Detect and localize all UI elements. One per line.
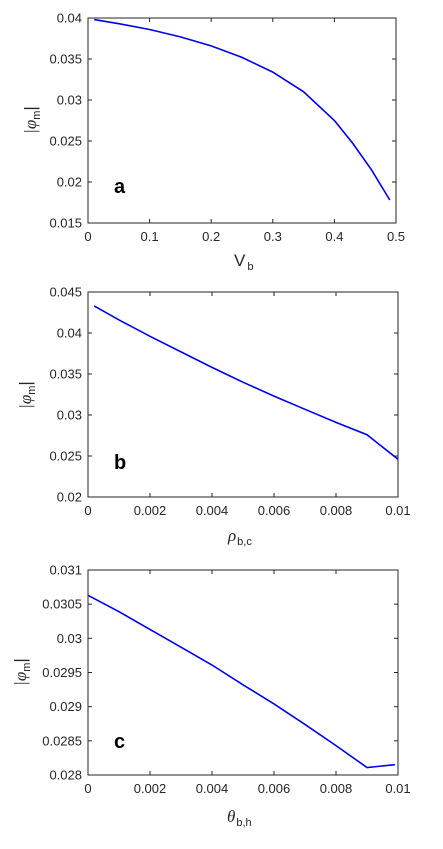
panel-c-x-tick-label: 0 (84, 781, 91, 796)
panel-c-ticks: 0 0.002 0.004 0.006 0.008 0.01 0.028 0.0285 0.02… (42, 563, 410, 797)
panel-b-x-tick-label: 0 (84, 503, 91, 518)
panel-b-x-tick-label: 0.004 (196, 503, 229, 518)
panel-a-axes-frame (87, 17, 397, 224)
panel-b-x-tick-label: 0.008 (320, 503, 353, 518)
panel-a-x-tick-label: 0 (84, 229, 91, 244)
panel-a-y-tick-label: 0.03 (57, 93, 82, 108)
panel-c: 0 0.002 0.004 0.006 0.008 0.01 0.028 0.0285 0.02… (11, 563, 411, 830)
panel-c-y-tick-label: 0.0285 (42, 733, 82, 748)
panel-a-y-tick-label: 0.015 (49, 216, 82, 231)
panel-b-axes-frame (87, 291, 399, 498)
panel-b-series-line (93, 305, 399, 460)
panel-a-y-tick-label: 0.02 (57, 175, 82, 190)
panel-a-x-tick-label: 0.4 (325, 229, 343, 244)
panel-c-y-tick-label: 0.03 (57, 631, 82, 646)
panel-a-y-tick-label: 0.04 (57, 11, 82, 26)
panel-b-y-tick-label: 0.03 (57, 408, 82, 423)
panel-b-y-tick-label: 0.035 (49, 367, 82, 382)
panel-c-x-tick-label: 0.01 (385, 781, 410, 796)
panel-b-ticks: 0 0.002 0.004 0.006 0.008 0.01 0.02 0.025 0.03 0.… (49, 285, 410, 519)
panel-c-y-tick-label: 0.029 (49, 699, 82, 714)
panel-a-y-tick-label: 0.035 (49, 52, 82, 67)
panel-c-y-tick-label: 0.028 (49, 768, 82, 783)
panel-c-y-tick-label: 0.031 (49, 563, 82, 578)
panel-b-x-tick-label: 0.01 (385, 503, 410, 518)
panel-a: 0 0.1 0.2 0.3 0.4 0.5 0.015 0.02 0.025 0.03 0.035 0… (21, 11, 405, 274)
panel-c-axes-frame (87, 569, 399, 776)
panel-c-x-tick-label: 0.002 (134, 781, 167, 796)
panel-b: 0 0.002 0.004 0.006 0.008 0.01 0.02 0.025 0.03 0.… (16, 285, 411, 549)
panel-b-y-tick-label: 0.02 (57, 490, 82, 505)
panel-c-x-tick-label: 0.008 (320, 781, 353, 796)
panel-c-x-axis-label: θb,h (227, 807, 252, 829)
panel-c-y-tick-label: 0.0295 (42, 665, 82, 680)
panel-c-x-tick-label: 0.004 (196, 781, 229, 796)
panel-b-x-tick-label: 0.002 (134, 503, 167, 518)
panel-c-series-line (87, 594, 395, 769)
panel-c-x-tick-label: 0.006 (258, 781, 291, 796)
panel-b-y-tick-label: 0.025 (49, 449, 82, 464)
panel-b-y-tick-label: 0.04 (57, 326, 82, 341)
panel-b-x-axis-label: ρb,c (227, 526, 252, 548)
panel-b-y-axis-label: |φm| (16, 381, 38, 409)
panel-a-y-tick-label: 0.025 (49, 134, 82, 149)
panel-a-x-tick-label: 0.5 (387, 229, 405, 244)
panel-b-y-tick-label: 0.045 (49, 285, 82, 300)
panel-a-x-tick-label: 0.3 (264, 229, 282, 244)
panel-c-label: c (114, 731, 125, 753)
panel-b-x-tick-label: 0.006 (258, 503, 291, 518)
panel-b-label: b (114, 452, 126, 474)
panel-a-ticks: 0 0.1 0.2 0.3 0.4 0.5 0.015 0.02 0.025 0.03 0.035 0… (49, 11, 405, 245)
panel-a-x-tick-label: 0.2 (202, 229, 220, 244)
panel-a-x-tick-label: 0.1 (141, 229, 159, 244)
panel-a-label: a (114, 176, 126, 198)
panel-a-y-axis-label: |φm| (21, 106, 43, 134)
panel-c-y-tick-label: 0.0305 (42, 597, 82, 612)
panel-a-series-line (94, 18, 391, 201)
panel-c-y-axis-label: |φm| (11, 658, 33, 686)
